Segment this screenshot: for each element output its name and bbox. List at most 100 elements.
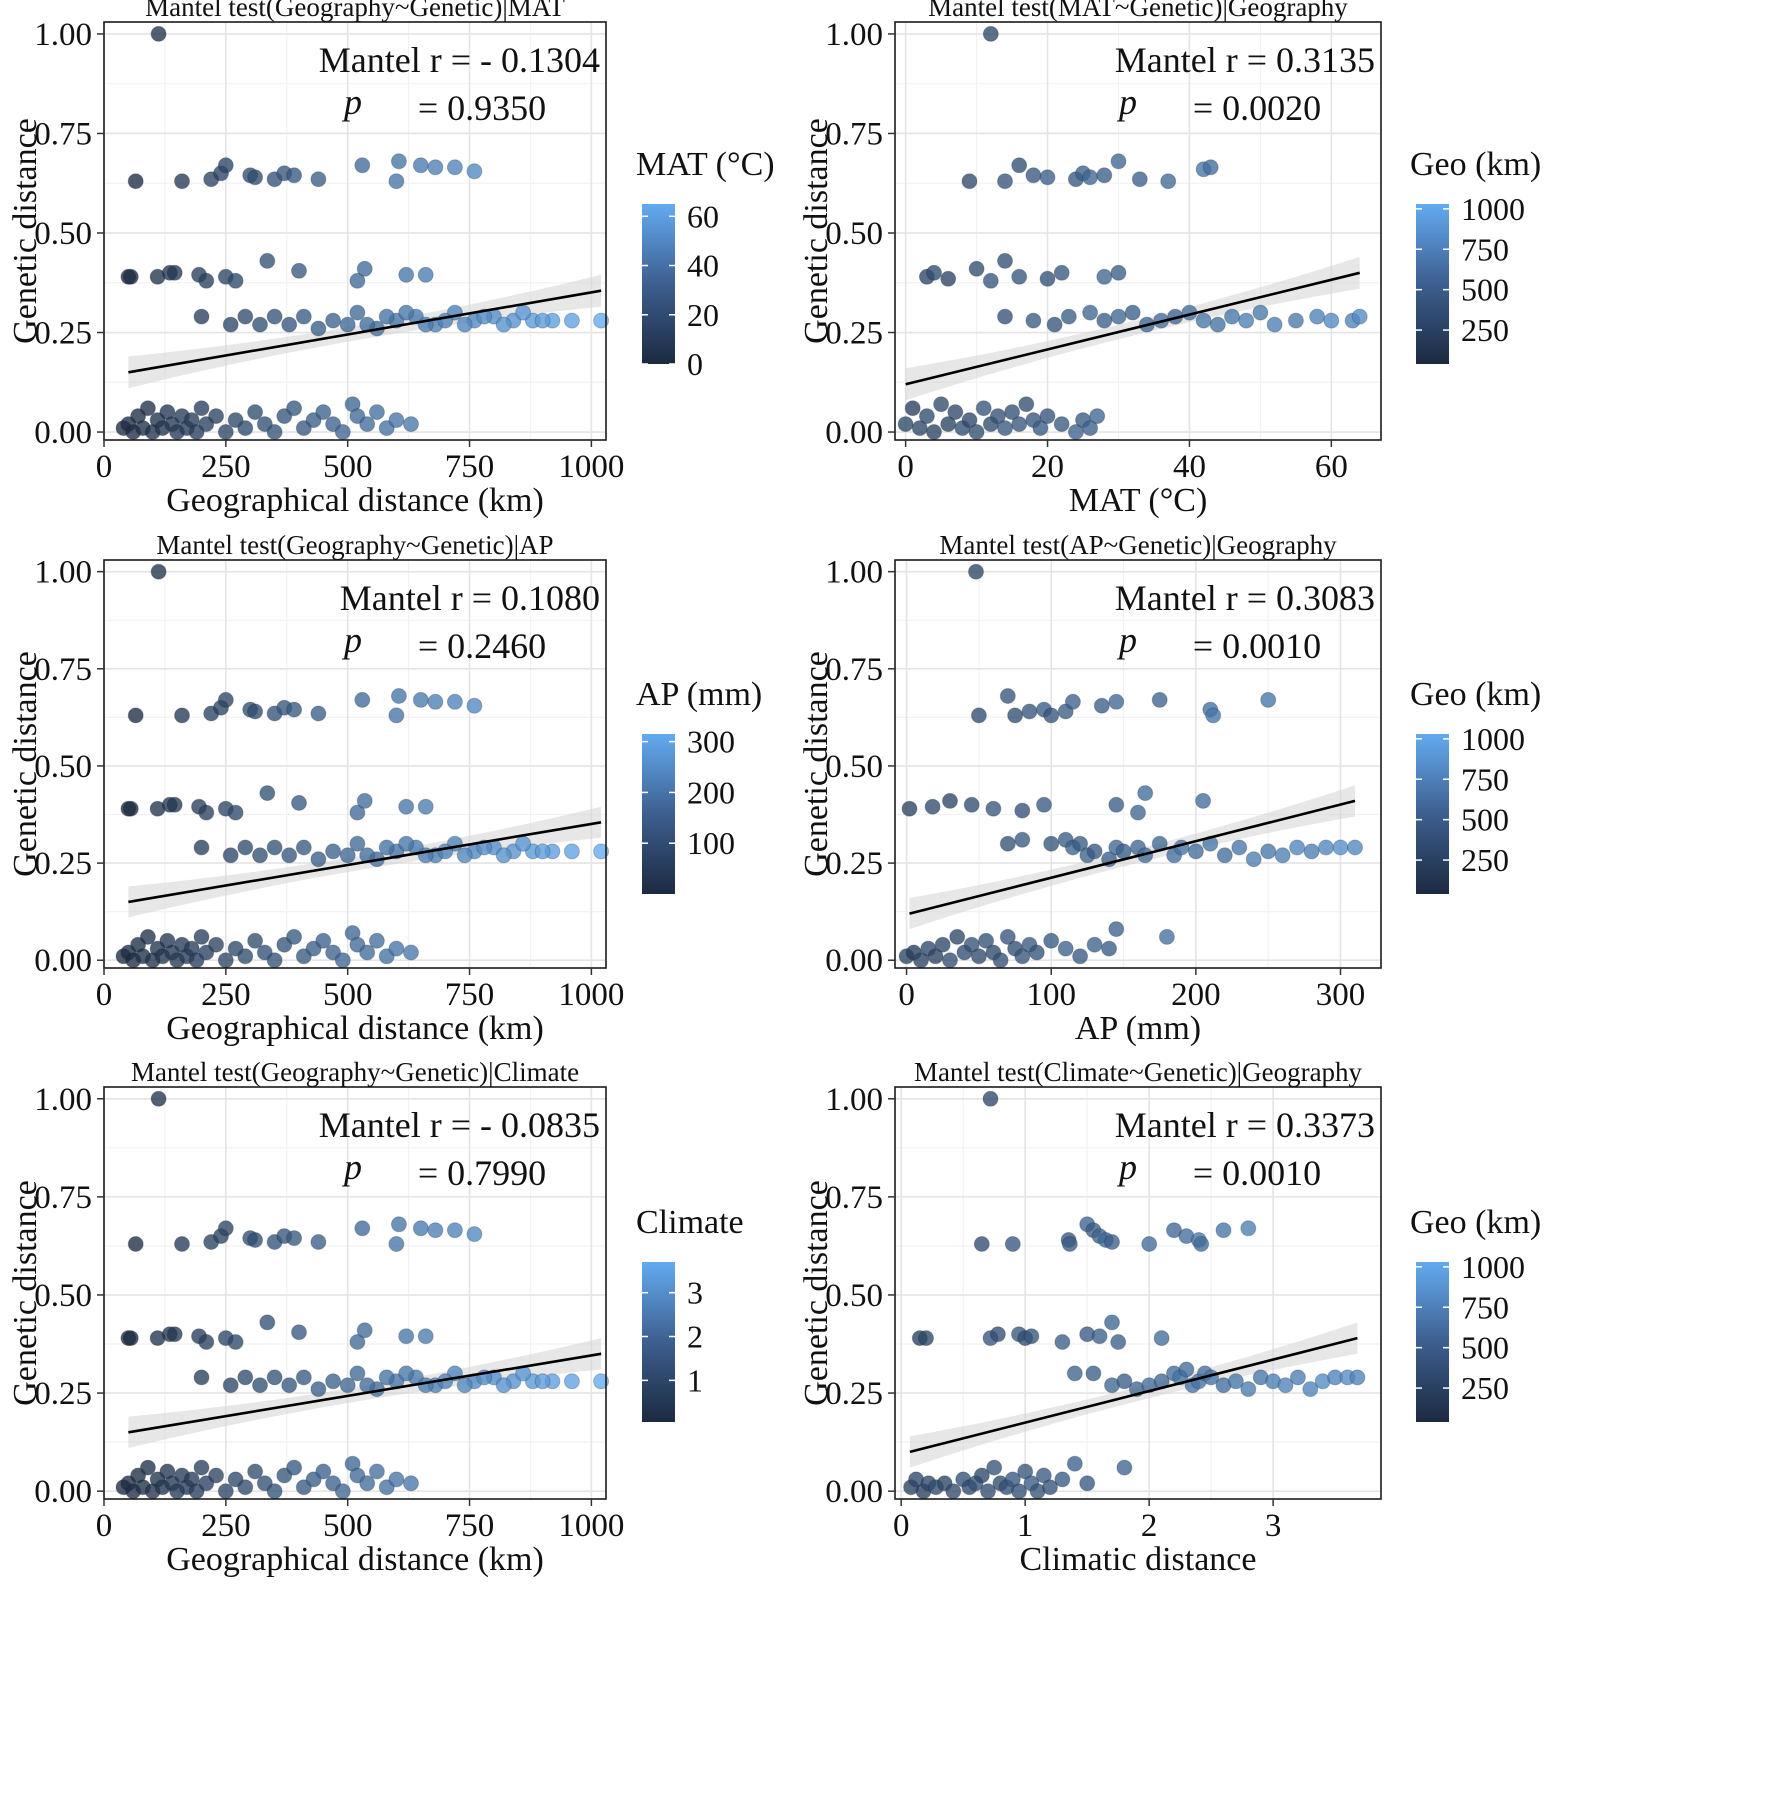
data-point	[989, 408, 1006, 425]
data-point	[354, 157, 371, 174]
data-point	[193, 928, 210, 945]
panel-title: Mantel test(Climate~Genetic)|Geography	[914, 1057, 1363, 1087]
x-tick-label: 500	[323, 977, 373, 1013]
p-value-annotation: = 0.7990	[418, 1153, 546, 1193]
x-tick-label: 0	[898, 977, 915, 1013]
data-point	[1072, 835, 1089, 852]
y-tick-label: 0.50	[825, 1278, 883, 1314]
y-tick-label: 0.25	[825, 316, 883, 352]
data-point	[193, 1369, 210, 1386]
data-point	[378, 308, 395, 325]
data-point	[1252, 304, 1269, 321]
p-value-annotation: = 0.0020	[1193, 88, 1321, 128]
data-point	[122, 800, 139, 817]
data-point	[466, 1226, 483, 1243]
panel-frame	[894, 1086, 1382, 1500]
data-point	[127, 707, 144, 724]
data-point	[1017, 1463, 1034, 1480]
data-point	[1289, 839, 1306, 856]
legend-tick-label: 250	[1461, 312, 1509, 348]
data-point	[295, 1369, 312, 1386]
data-point	[997, 420, 1013, 437]
data-point	[927, 948, 944, 965]
x-tick-label: 750	[445, 977, 495, 1013]
data-point	[1302, 1381, 1319, 1398]
data-point	[417, 266, 434, 283]
legend-colorbar	[642, 734, 675, 894]
data-point	[354, 691, 371, 708]
x-tick-label: 250	[201, 1508, 251, 1544]
data-point	[1108, 921, 1125, 938]
data-point	[1039, 270, 1056, 287]
data-point	[1054, 1471, 1071, 1488]
data-point	[390, 1216, 407, 1233]
data-point	[437, 843, 454, 860]
data-point	[310, 1381, 327, 1398]
data-point	[398, 798, 415, 815]
data-point	[1160, 173, 1177, 190]
data-point	[359, 1475, 376, 1492]
x-tick-label: 40	[1173, 449, 1206, 485]
y-tick-label: 0.75	[34, 1180, 92, 1216]
data-point	[359, 1377, 376, 1394]
data-point	[1347, 839, 1363, 856]
legend-tick-label: 750	[1461, 1289, 1509, 1325]
data-point	[1032, 420, 1049, 437]
data-point	[1277, 1377, 1294, 1394]
p-symbol: p	[341, 1147, 362, 1187]
x-tick-label: 1000	[558, 977, 624, 1013]
mantel-r-annotation: Mantel r = 0.1080	[340, 578, 600, 618]
data-point	[368, 1463, 385, 1480]
data-point	[1086, 936, 1103, 953]
data-point	[356, 792, 373, 809]
regression-line	[909, 1336, 1358, 1454]
data-point	[1349, 1369, 1366, 1386]
data-point	[1004, 1236, 1021, 1252]
mantel-r-annotation: Mantel r = - 0.0835	[319, 1105, 600, 1145]
mantel-r-annotation: Mantel r = 0.3083	[1115, 578, 1375, 618]
data-point	[412, 1220, 429, 1237]
data-point	[563, 1373, 580, 1390]
legend-tick-label: 1000	[1461, 1249, 1525, 1285]
data-point	[466, 697, 483, 714]
y-axis-label: Genetic distance	[798, 118, 835, 344]
data-point	[193, 308, 210, 325]
data-point	[356, 260, 373, 277]
data-point	[325, 843, 342, 860]
data-point	[947, 404, 964, 421]
data-point	[982, 1090, 999, 1107]
legend-title: Climate	[636, 1204, 744, 1241]
data-point	[495, 316, 512, 333]
data-point	[1318, 839, 1334, 856]
p-value-annotation: = 0.0010	[1193, 626, 1321, 666]
x-tick-label: 750	[445, 449, 495, 485]
data-point	[295, 839, 312, 856]
data-point	[1025, 167, 1042, 184]
data-point	[310, 705, 327, 722]
data-point	[356, 1322, 373, 1339]
data-point	[1004, 1471, 1021, 1488]
data-point	[563, 843, 580, 860]
data-point	[1061, 1236, 1078, 1252]
data-point	[978, 932, 995, 949]
data-point	[1014, 831, 1031, 848]
data-point	[237, 1369, 254, 1386]
p-value-annotation: = 0.9350	[418, 88, 546, 128]
x-tick-label: 1	[1017, 1508, 1034, 1544]
data-point	[127, 173, 144, 190]
data-point	[166, 796, 183, 813]
data-point	[315, 404, 332, 421]
y-tick-label: 0.75	[825, 1180, 883, 1216]
data-point	[339, 1377, 356, 1394]
data-point	[349, 272, 366, 289]
p-symbol: p	[1116, 620, 1137, 660]
data-point	[1323, 312, 1340, 329]
data-point	[252, 316, 268, 333]
data-point	[1245, 851, 1262, 868]
data-point	[1072, 948, 1089, 965]
x-tick-label: 3	[1265, 1508, 1282, 1544]
data-point	[398, 266, 415, 283]
panel-1: 0.00 0.25 0.50 0.75 1.00 0 250 500 750 1000 Mantel…	[7, 0, 775, 519]
x-tick-label: 0	[897, 449, 914, 485]
data-point	[963, 936, 980, 953]
